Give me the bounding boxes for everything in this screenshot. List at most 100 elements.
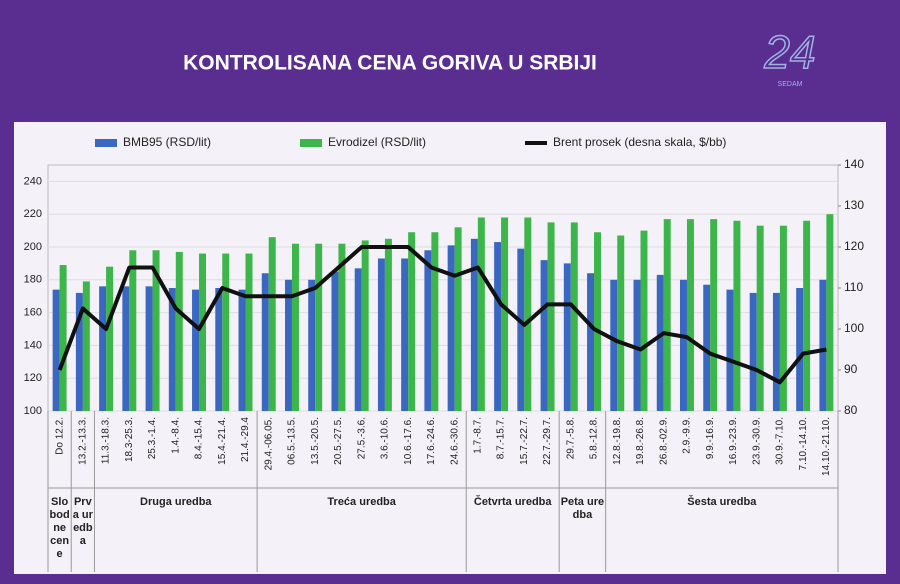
group-label: Peta uredba	[560, 496, 605, 521]
bar	[710, 219, 718, 411]
bar	[238, 289, 246, 411]
bar	[261, 273, 269, 411]
x-tick-label: 11.3.-18.3.	[101, 417, 112, 464]
bar	[401, 258, 409, 411]
bar	[268, 237, 276, 411]
legend-swatch	[300, 139, 322, 147]
bar	[315, 243, 323, 411]
bar	[733, 220, 741, 411]
bar	[772, 292, 780, 411]
bar	[803, 220, 811, 411]
group-label: Četvrta uredba	[473, 496, 552, 508]
bar	[594, 232, 601, 411]
group-label: Slobodne cene	[49, 496, 70, 560]
bar	[703, 284, 711, 411]
bar	[726, 289, 734, 411]
bar	[222, 253, 230, 411]
x-tick-label: 30.9.-7.10.	[775, 417, 786, 465]
bar	[656, 274, 664, 411]
y-tick-label: 200	[24, 241, 42, 253]
bar	[686, 219, 694, 411]
bar	[826, 214, 834, 411]
x-tick-label: 2.9.-9.9.	[682, 417, 693, 454]
y-tick-label: 140	[24, 339, 42, 351]
bar	[361, 240, 369, 411]
x-tick-label: 06.5.-13.5.	[287, 417, 298, 465]
bar	[796, 288, 804, 411]
logo-text: SEDAM	[778, 81, 803, 88]
bar	[59, 265, 67, 411]
line-series	[57, 245, 827, 385]
bar	[106, 266, 114, 411]
legend-label: Evrodizel (RSD/lit)	[328, 135, 426, 149]
bar	[749, 292, 757, 411]
bar	[308, 279, 316, 411]
bar	[384, 238, 392, 411]
x-tick-label: 5.8.-12.8.	[589, 417, 600, 459]
x-tick-label: 3.6.-10.6.	[380, 417, 391, 459]
bar	[338, 243, 346, 411]
bar	[610, 279, 618, 411]
x-tick-label: 24.6.-30.6.	[449, 417, 460, 465]
bar	[779, 225, 787, 411]
x-tick-label: 13.5.-20.5.	[310, 417, 321, 465]
bar	[517, 248, 525, 411]
bar	[331, 271, 339, 411]
y2-tick-label: 90	[844, 362, 858, 376]
bar	[192, 289, 200, 411]
bar	[408, 232, 416, 411]
y2-tick-label: 100	[844, 321, 864, 335]
x-tick-label: 26.8.-02.9.	[658, 417, 669, 465]
bar	[215, 288, 223, 411]
bar	[285, 279, 292, 411]
x-tick-label: 1.7.-8.7.	[472, 417, 483, 454]
bar	[640, 230, 648, 411]
bar	[477, 217, 485, 411]
bar	[540, 260, 548, 411]
bar	[82, 281, 90, 411]
bar	[470, 238, 478, 411]
group-label: Prva uredba	[72, 496, 93, 547]
x-tick-label: 16.9.-23.9.	[728, 417, 739, 465]
y-tick-label: 180	[24, 274, 42, 286]
group-label: Druga uredba	[140, 496, 212, 508]
group-label: Šesta uredba	[687, 496, 757, 508]
group-label: Treća uredba	[327, 496, 396, 508]
bar	[175, 251, 183, 411]
x-tick-label: 12.8.-19.8.	[612, 417, 623, 465]
bar	[663, 219, 671, 411]
bar	[245, 253, 253, 411]
y2-tick-label: 80	[844, 403, 858, 417]
y2-tick-label: 110	[844, 280, 863, 294]
x-tick-label: Do 12.2.	[54, 417, 65, 455]
bar	[75, 292, 83, 411]
bar	[129, 250, 137, 411]
bar	[494, 242, 502, 411]
x-tick-label: 15.4.-21.4.	[217, 417, 228, 465]
bar	[199, 253, 206, 411]
y-tick-label: 100	[24, 405, 42, 417]
bar	[145, 286, 153, 411]
x-tick-label: 1.4.-8.4.	[170, 417, 181, 454]
x-tick-label: 27.5.-3.6.	[356, 417, 367, 459]
x-tick-label: 21.4.-29.4	[240, 417, 251, 462]
x-tick-label: 22.7.-29.7.	[542, 417, 553, 465]
x-tick-label: 19.8.-26.8.	[635, 417, 646, 465]
x-tick-label: 9.9.-16.9.	[705, 417, 716, 459]
y-tick-label: 220	[24, 208, 42, 220]
bar	[377, 258, 385, 411]
bar	[570, 222, 578, 411]
bar	[52, 289, 60, 411]
bar	[563, 263, 571, 411]
bar	[819, 279, 827, 411]
x-tick-label: 17.6.-24.6.	[426, 417, 437, 465]
y2-tick-label: 140	[844, 157, 864, 171]
y-tick-label: 160	[24, 307, 42, 319]
x-tick-label: 8.7.-15.7.	[496, 417, 507, 459]
bar	[524, 217, 532, 411]
x-tick-label: 20.5.-27.5.	[333, 417, 344, 465]
chart-title: KONTROLISANA CENA GORIVA U SRBIJI	[183, 52, 597, 75]
bar	[633, 279, 641, 411]
